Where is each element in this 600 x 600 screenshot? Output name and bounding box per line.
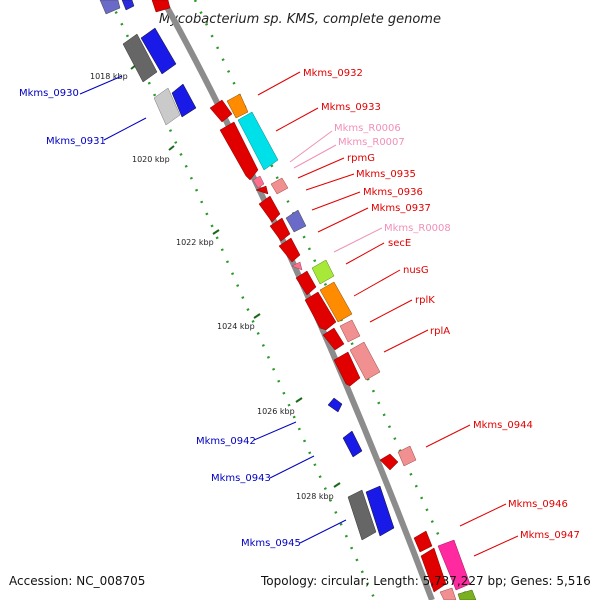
- gene-feature[interactable]: [333, 351, 361, 387]
- gene-feature[interactable]: [171, 83, 197, 118]
- gene-label[interactable]: Mkms_0944: [473, 420, 533, 431]
- gene-feature[interactable]: [122, 33, 158, 83]
- genes-value: 5,516: [556, 574, 591, 588]
- gene-label[interactable]: Mkms_0930: [19, 88, 79, 99]
- gene-label[interactable]: Mkms_R0008: [384, 223, 451, 234]
- gene-feature[interactable]: [327, 397, 343, 413]
- gene-label[interactable]: rplA: [430, 326, 450, 337]
- gene-feature[interactable]: [347, 489, 377, 541]
- tick-mark: [333, 482, 341, 488]
- gene-feature[interactable]: [437, 539, 471, 591]
- scale-ticks: 1018 kbp 1020 kbp 1022 kbp 1024 kbp 1026…: [90, 64, 341, 501]
- gene-feature[interactable]: [322, 327, 345, 351]
- gene-feature[interactable]: [413, 530, 433, 553]
- gene-label[interactable]: Mkms_0945: [241, 538, 301, 549]
- tick-label: 1026 kbp: [257, 407, 295, 416]
- gene-label[interactable]: Mkms_0935: [356, 169, 416, 180]
- tick-label: 1024 kbp: [217, 322, 255, 331]
- gene-feature[interactable]: [420, 547, 447, 593]
- gene-feature[interactable]: [339, 319, 361, 343]
- gene-feature[interactable]: [219, 121, 259, 181]
- gene-feature[interactable]: [439, 587, 457, 600]
- topology-label: Topology:: [261, 574, 318, 588]
- gene-feature[interactable]: [285, 209, 307, 233]
- gene-feature[interactable]: [397, 445, 417, 467]
- gene-label[interactable]: Mkms_0936: [363, 187, 423, 198]
- accession-value: NC_008705: [76, 574, 146, 588]
- gene-feature[interactable]: [319, 281, 353, 323]
- length-value: 5,737,227 bp: [422, 574, 503, 588]
- tick-mark: [212, 229, 220, 235]
- gene-feature[interactable]: [121, 0, 135, 11]
- gene-label[interactable]: nusG: [403, 265, 429, 276]
- tick-label: 1018 kbp: [90, 72, 128, 81]
- tick-label: 1028 kbp: [296, 492, 334, 501]
- reverse-gene-labels: Mkms_0930 Mkms_0931 Mkms_0942 Mkms_0943 …: [19, 88, 301, 549]
- gene-label[interactable]: rpmG: [347, 153, 375, 164]
- gene-label[interactable]: Mkms_0932: [303, 68, 363, 79]
- tick-mark: [253, 313, 261, 319]
- gene-feature[interactable]: [255, 185, 269, 195]
- tick-mark: [168, 145, 175, 151]
- gene-label[interactable]: Mkms_0943: [211, 473, 271, 484]
- gene-feature[interactable]: [237, 111, 279, 171]
- gene-feature[interactable]: [311, 259, 335, 285]
- gene-feature[interactable]: [209, 99, 233, 123]
- forward-strand-features: [151, 0, 477, 600]
- tick-label: 1022 kbp: [176, 238, 214, 247]
- gene-label[interactable]: Mkms_0931: [46, 136, 106, 147]
- gene-feature[interactable]: [269, 217, 291, 242]
- gene-label[interactable]: Mkms_0937: [371, 203, 431, 214]
- gene-feature[interactable]: [153, 87, 181, 126]
- gene-feature[interactable]: [258, 195, 281, 223]
- map-title: Mycobacterium sp. KMS, complete genome: [159, 12, 441, 27]
- gene-feature[interactable]: [140, 27, 177, 75]
- gene-label[interactable]: Mkms_0947: [520, 530, 580, 541]
- gene-feature[interactable]: [304, 291, 337, 331]
- genes-label: Genes:: [510, 574, 553, 588]
- gene-feature[interactable]: [349, 341, 381, 381]
- gene-label[interactable]: Mkms_0933: [321, 102, 381, 113]
- gene-label[interactable]: Mkms_0946: [508, 499, 568, 510]
- forward-gene-labels: Mkms_0932 Mkms_0933 Mkms_R0006 Mkms_R000…: [303, 68, 580, 541]
- tick-label: 1020 kbp: [132, 155, 170, 164]
- reverse-strand-features: [99, 0, 395, 541]
- topology-value: circular: [320, 574, 366, 588]
- length-label: Length:: [373, 574, 419, 588]
- gene-feature[interactable]: [457, 589, 477, 600]
- gene-feature[interactable]: [291, 261, 303, 271]
- leader-lines: [79, 71, 519, 557]
- gene-feature[interactable]: [365, 485, 395, 537]
- gene-feature[interactable]: [270, 177, 289, 195]
- forward-dot-track: [193, 0, 470, 600]
- gene-feature[interactable]: [379, 453, 399, 471]
- genome-backbone: [160, 0, 435, 600]
- gene-label[interactable]: Mkms_0942: [196, 436, 256, 447]
- gene-feature[interactable]: [252, 175, 265, 189]
- accession-info: Accession: NC_008705: [9, 574, 145, 588]
- tick-mark: [295, 397, 303, 403]
- gene-feature[interactable]: [342, 430, 363, 458]
- gene-feature[interactable]: [278, 237, 301, 263]
- gene-feature[interactable]: [295, 270, 317, 296]
- gene-feature[interactable]: [151, 0, 171, 13]
- gene-feature[interactable]: [99, 0, 121, 15]
- gene-label[interactable]: Mkms_R0006: [334, 123, 401, 134]
- genome-stats: Topology: circular; Length: 5,737,227 bp…: [261, 574, 591, 588]
- gene-label[interactable]: secE: [388, 238, 411, 249]
- gene-label[interactable]: rplK: [415, 295, 435, 306]
- gene-feature[interactable]: [226, 93, 249, 119]
- gene-label[interactable]: Mkms_R0007: [338, 137, 405, 148]
- accession-label: Accession:: [9, 574, 73, 588]
